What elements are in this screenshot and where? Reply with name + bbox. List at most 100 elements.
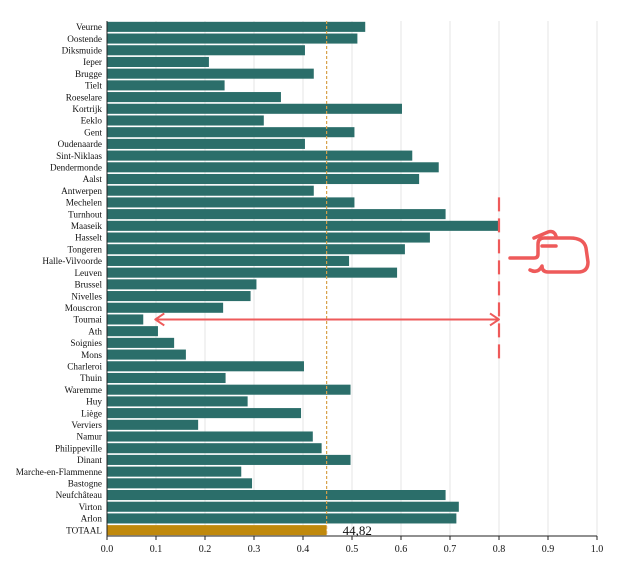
bar-total — [107, 525, 327, 536]
x-tick-label: 0.1 — [150, 544, 163, 555]
bar — [107, 150, 413, 161]
category-label: Verviers — [71, 420, 102, 430]
category-label: Diksmuide — [62, 45, 102, 55]
range-arrow-head-right — [489, 312, 500, 327]
bar — [107, 361, 304, 372]
bar — [107, 80, 225, 91]
pointing-hand-icon — [508, 229, 590, 274]
bar — [107, 92, 281, 103]
bar — [107, 220, 499, 231]
category-label: Mons — [81, 350, 102, 360]
category-label: Waremme — [64, 385, 102, 395]
bar — [107, 443, 322, 454]
annotation-group — [154, 197, 501, 360]
bar — [107, 115, 264, 126]
bar — [107, 138, 305, 149]
x-tick-label: 0.6 — [395, 544, 408, 555]
bar — [107, 279, 257, 290]
bar — [107, 162, 439, 173]
category-label: Oudenaarde — [58, 139, 102, 149]
bar — [107, 197, 355, 208]
category-label: Virton — [79, 502, 103, 512]
category-label: Huy — [86, 397, 102, 407]
bar — [107, 326, 158, 337]
category-label: Kortrijk — [72, 104, 102, 114]
bars — [107, 21, 499, 536]
category-label: Soignies — [70, 338, 102, 348]
category-label: Leuven — [74, 268, 102, 278]
category-label: Roeselare — [66, 92, 102, 102]
category-label: Marche-en-Flammenne — [16, 467, 102, 477]
x-tick-label: 0.7 — [444, 544, 457, 555]
category-label: Brugge — [75, 69, 102, 79]
bar — [107, 291, 251, 302]
x-tick-label: 1.0 — [591, 544, 604, 555]
category-label: Maaseik — [71, 221, 103, 231]
bar — [107, 431, 313, 442]
bar — [107, 21, 366, 32]
bar — [107, 490, 446, 501]
bar — [107, 513, 457, 524]
x-axis: 0.0 0.1 0.2 0.3 0.4 0.5 0.6 0.7 0.8 0.9 1.0 — [101, 21, 604, 555]
x-tick-label: 0.3 — [248, 544, 261, 555]
bar — [107, 384, 351, 395]
bar — [107, 68, 314, 79]
bar — [107, 501, 459, 512]
bar — [107, 232, 430, 243]
category-label: Tournai — [74, 315, 103, 325]
bar — [107, 33, 358, 44]
category-label: Mechelen — [66, 198, 103, 208]
bar — [107, 103, 402, 114]
category-label: Dinant — [77, 455, 102, 465]
bar — [107, 349, 186, 360]
bar — [107, 478, 253, 489]
category-label: Brussel — [74, 280, 102, 290]
category-label: Nivelles — [71, 291, 102, 301]
category-label: Gent — [84, 127, 102, 137]
bar — [107, 454, 351, 465]
category-label: Bastogne — [68, 479, 102, 489]
category-label: Veurne — [76, 22, 102, 32]
category-label: Halle-Vilvoorde — [42, 256, 102, 266]
bar — [107, 209, 446, 220]
bar — [107, 255, 350, 266]
bar — [107, 56, 209, 67]
category-label: Antwerpen — [61, 186, 102, 196]
x-tick-label: 0.5 — [346, 544, 359, 555]
category-label: Ieper — [83, 57, 102, 67]
category-label: Charleroi — [67, 361, 102, 371]
category-label: Sint-Niklaas — [56, 151, 102, 161]
category-label: TOTAAL — [66, 525, 102, 535]
x-tick-label: 0.0 — [101, 544, 114, 555]
category-label: Eeklo — [81, 116, 103, 126]
category-label: Aalst — [83, 174, 103, 184]
total-value-label: 44,82 — [343, 523, 372, 538]
x-tick-label: 0.2 — [199, 544, 212, 555]
bar — [107, 419, 199, 430]
bar — [107, 466, 242, 477]
bar — [107, 244, 405, 255]
category-label: Turnhout — [68, 209, 102, 219]
x-tick-label: 0.4 — [297, 544, 310, 555]
bar — [107, 302, 224, 313]
bar — [107, 127, 355, 138]
category-label: Philippeville — [55, 443, 102, 453]
x-tick-label: 0.8 — [493, 544, 506, 555]
category-label: Oostende — [67, 34, 102, 44]
category-label: Neufchâteau — [56, 490, 103, 500]
category-label: Mouscron — [65, 303, 103, 313]
bar — [107, 372, 226, 384]
category-label: Hasselt — [75, 233, 102, 243]
category-label: Ath — [88, 326, 102, 336]
bar — [107, 396, 248, 407]
bar — [107, 314, 144, 325]
category-label: Arlon — [81, 514, 103, 524]
bar — [107, 267, 398, 278]
category-label: Tielt — [85, 81, 102, 91]
category-label: Tongeren — [67, 244, 102, 254]
x-tick-label: 0.9 — [542, 544, 555, 555]
category-label: Dendermonde — [50, 163, 102, 173]
category-label: Liège — [81, 408, 102, 418]
